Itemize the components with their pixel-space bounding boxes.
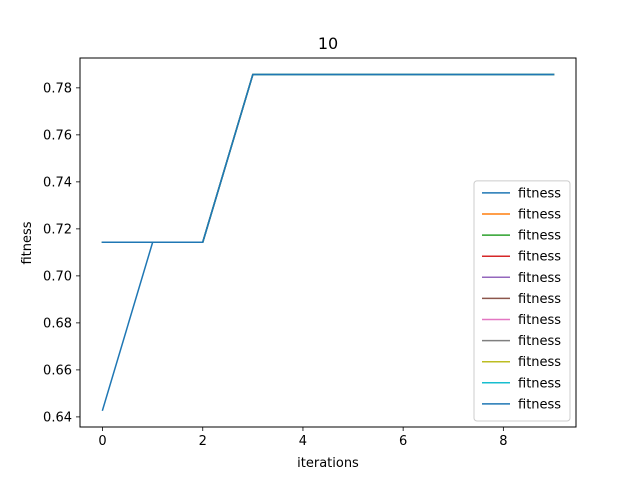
y-tick-label: 0.72 <box>43 222 72 237</box>
y-axis: 0.64 0.66 0.68 0.70 0.72 0.74 0.76 0.78 <box>43 81 80 425</box>
legend-label: fitness <box>518 397 561 412</box>
y-tick-label: 0.68 <box>43 316 72 331</box>
legend-label: fitness <box>518 208 561 223</box>
legend-label: fitness <box>518 186 561 201</box>
y-axis-label: fitness <box>20 221 35 264</box>
legend-label: fitness <box>518 250 561 265</box>
x-tick-label: 8 <box>499 434 507 449</box>
legend-label: fitness <box>518 292 561 307</box>
y-tick-label: 0.70 <box>43 269 72 284</box>
series-line-11 <box>101 73 555 244</box>
chart-title: 10 <box>318 34 338 53</box>
plot-frame <box>79 57 577 428</box>
x-axis: 0 2 4 6 8 <box>98 427 507 449</box>
y-tick-label: 0.64 <box>43 410 72 425</box>
legend-label: fitness <box>518 313 561 328</box>
y-tick-label: 0.76 <box>43 128 72 143</box>
y-tick-label: 0.74 <box>43 175 72 190</box>
y-tick-label: 0.66 <box>43 363 72 378</box>
legend-label: fitness <box>518 271 561 286</box>
x-tick-label: 6 <box>399 434 407 449</box>
x-tick-label: 2 <box>199 434 207 449</box>
legend-label: fitness <box>518 334 561 349</box>
legend-label: fitness <box>518 376 561 391</box>
x-axis-label: iterations <box>297 456 359 471</box>
legend: fitness fitness fitness fitness fitness fitne… <box>473 180 571 422</box>
y-tick-label: 0.78 <box>43 81 72 96</box>
legend-label: fitness <box>518 229 561 244</box>
legend-label: fitness <box>518 355 561 370</box>
x-tick-label: 4 <box>299 434 307 449</box>
x-tick-label: 0 <box>98 434 106 449</box>
series-lines <box>101 73 555 412</box>
